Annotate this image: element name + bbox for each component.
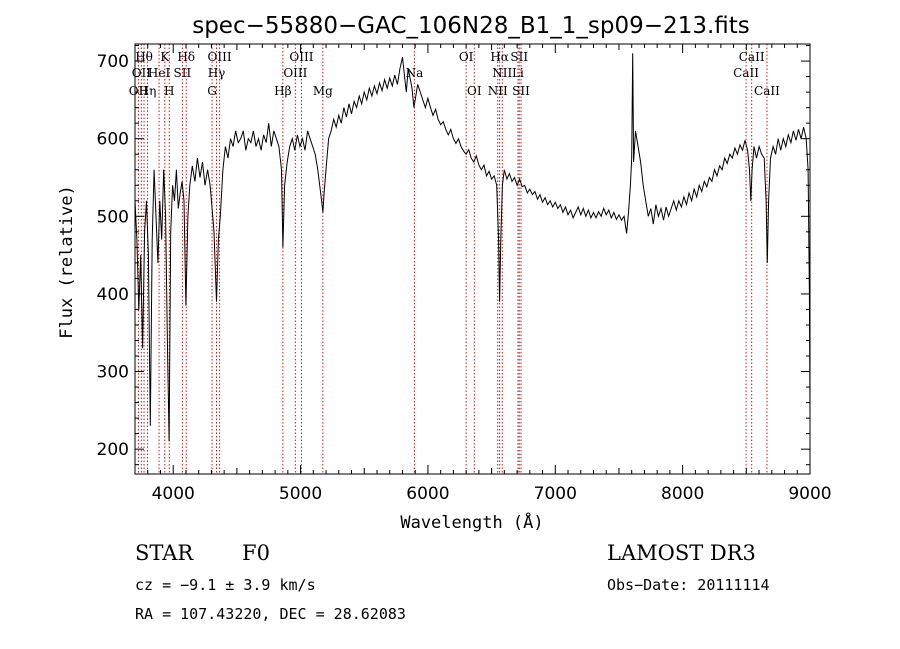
x-tick-label: 5000 <box>279 484 322 504</box>
x-tick-label: 8000 <box>661 484 704 504</box>
marker-label-14: OIII <box>289 50 313 64</box>
y-tick-label: 700 <box>97 52 129 72</box>
y-tick-label: 600 <box>97 130 129 150</box>
marker-label-9: G <box>207 84 217 98</box>
marker-label-0: OII <box>129 84 149 98</box>
x-tick-label: 7000 <box>534 484 577 504</box>
marker-label-2: Hθ <box>135 50 153 64</box>
marker-label-5: K <box>160 50 170 64</box>
marker-label-17: OI <box>459 50 474 64</box>
marker-label-11: OIII <box>208 50 232 64</box>
x-axis-label: Wavelength (Å) <box>400 511 543 533</box>
marker-label-4: HeI <box>148 66 171 80</box>
flux-line <box>134 53 811 442</box>
emission-line-markers <box>137 44 768 474</box>
y-tick-label: 200 <box>97 440 129 460</box>
y-tick-label: 400 <box>97 285 129 305</box>
emission-line-labels: OIIOIIHθHηHeIKHSIIHδGHγOIIIHβOIIIOIIIMgN… <box>129 50 780 98</box>
marker-label-12: Hβ <box>274 84 291 98</box>
marker-label-15: Mg <box>313 84 333 98</box>
marker-label-23: SII <box>510 50 528 64</box>
x-tick-label: 4000 <box>152 484 195 504</box>
y-axis-label: Flux (relative) <box>57 185 77 339</box>
x-tick-label: 6000 <box>406 484 449 504</box>
marker-label-18: OI <box>467 84 482 98</box>
marker-label-22: Li <box>512 66 524 80</box>
redshift-cz: cz = −9.1 ± 3.9 km/s <box>135 576 316 594</box>
marker-label-26: CaII <box>739 50 765 64</box>
marker-label-6: H <box>164 84 174 98</box>
y-tick-label: 500 <box>97 207 129 227</box>
x-axis-ticks: 4000 5000 6000 7000 8000 9000 <box>134 44 832 504</box>
marker-label-25: CaII <box>733 66 759 80</box>
ra-dec-coordinates: RA = 107.43220, DEC = 28.62083 <box>135 605 406 623</box>
marker-label-8: Hδ <box>177 50 195 64</box>
marker-label-3: Hη <box>139 84 157 98</box>
object-subclass: F0 <box>242 541 270 565</box>
marker-label-21: NII <box>492 66 512 80</box>
y-axis-ticks: 200 300 400 500 600 700 <box>97 45 810 466</box>
survey-name: LAMOST DR3 <box>607 541 756 565</box>
marker-label-24: SII <box>512 84 530 98</box>
object-class: STAR <box>135 541 194 565</box>
y-tick-label: 300 <box>97 363 129 383</box>
marker-label-19: NII <box>488 84 508 98</box>
chart-title: spec−55880−GAC_106N28_B1_1_sp09−213.fits <box>192 13 750 39</box>
marker-label-20: Hα <box>490 50 509 64</box>
marker-label-7: SII <box>174 66 192 80</box>
plot-frame <box>134 43 811 475</box>
x-tick-label: 9000 <box>788 484 831 504</box>
marker-label-27: CaII <box>754 84 780 98</box>
marker-label-13: OIII <box>283 66 307 80</box>
marker-label-10: Hγ <box>208 66 226 80</box>
observation-date: Obs−Date: 20111114 <box>607 576 770 594</box>
